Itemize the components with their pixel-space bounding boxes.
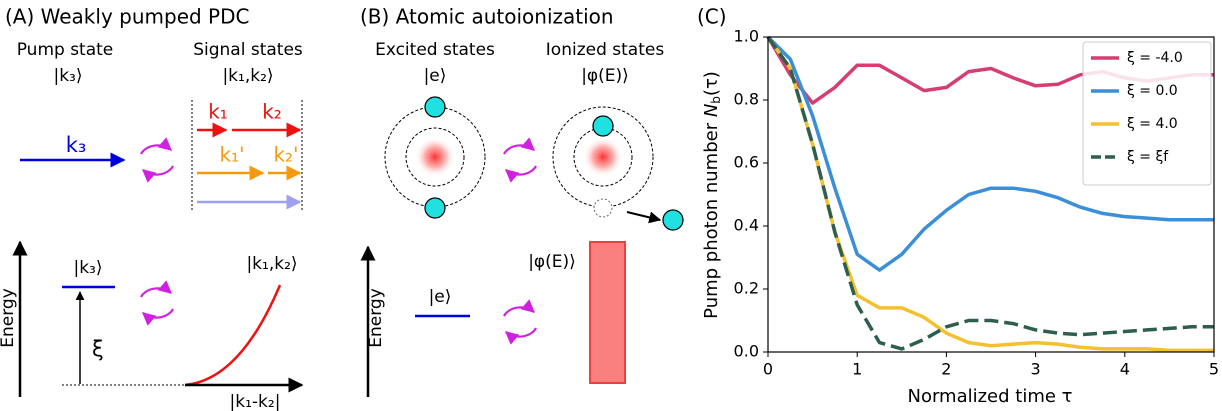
series-line [766, 35, 1214, 272]
coupling [504, 307, 536, 336]
legend-label: ξ = 4.0 [1127, 116, 1178, 132]
panel-title: (A) Weakly pumped PDC [5, 5, 249, 29]
legend-label: ξ = 0.0 [1127, 83, 1178, 99]
legend-box [1082, 41, 1212, 186]
y-tick-label: 0.6 [734, 153, 759, 172]
y-axis-label-text: Pump photon number [701, 122, 722, 319]
label: k₂' [273, 143, 298, 167]
electron [662, 209, 684, 231]
label: |k₁,k₂⟩ [222, 66, 273, 86]
axis-label: Energy [0, 288, 18, 348]
label: |φ(E)⟩ [581, 66, 629, 86]
panel-title: (B) Atomic autoionization [360, 5, 614, 29]
orbit [552, 106, 654, 208]
x-tick-label: 3 [1031, 360, 1041, 379]
electron [424, 96, 446, 118]
x-tick-label: 4 [1120, 360, 1130, 379]
label: |k₃⟩ [73, 258, 102, 278]
x-axis-label: Normalized time τ [907, 386, 1072, 407]
nucleus [583, 137, 623, 177]
y-axis-label-symbol: N [701, 104, 722, 117]
legend-label: ξ = ξf [1127, 149, 1169, 165]
hole [593, 198, 613, 218]
x-tick-label: 2 [941, 360, 951, 379]
y-tick-label: 0.0 [734, 342, 759, 361]
label: |k₁,k₂⟩ [246, 254, 297, 274]
x-tick-label: 1 [852, 360, 862, 379]
continuum [589, 241, 626, 384]
chart: (C) Normalized time τ Pump photon number… [697, 5, 1219, 408]
x-tick-label: 5 [1209, 360, 1219, 379]
x-tick-label: 0 [763, 360, 773, 379]
nucleus [415, 137, 455, 177]
label: ξ [92, 337, 104, 361]
label: Pump state [17, 40, 114, 60]
coupling [504, 145, 536, 174]
y-tick-label: 0.2 [734, 279, 759, 298]
coupling [141, 145, 173, 174]
label: k₁' [219, 143, 244, 167]
y-axis-label-argument: (τ) [701, 71, 722, 96]
label: |e⟩ [424, 66, 447, 86]
arrow [626, 211, 662, 224]
axis-label: Energy [366, 288, 386, 348]
panel-a: (A) Weakly pumped PDC Pump state |k₃⟩ Si… [0, 5, 304, 411]
y-axis-label: Pump photon number Nb(τ) [701, 71, 723, 319]
electron [424, 197, 446, 219]
label: |k₃⟩ [53, 66, 82, 86]
y-tick-label: 0.8 [734, 90, 759, 109]
orbit [405, 127, 465, 187]
label: Ionized states [546, 40, 665, 60]
series-line [766, 35, 1214, 351]
label: |φ(E)⟩ [528, 252, 576, 272]
label: k₁ [208, 100, 228, 124]
y-tick-label: 0.4 [734, 216, 759, 235]
label: k₃ [66, 133, 87, 157]
plot-frame [767, 36, 1215, 353]
label: k₂ [262, 100, 282, 124]
legend-label: ξ = -4.0 [1127, 50, 1183, 66]
electron [592, 115, 614, 137]
continuum [184, 284, 282, 387]
label: Signal states [193, 40, 303, 60]
coupling [141, 288, 173, 317]
axis-label: |k₁-k₂| [230, 392, 281, 411]
label: Excited states [375, 40, 495, 60]
y-axis-label-subscript: b [709, 96, 723, 104]
chart-title: (C) [697, 5, 727, 29]
label: |e⟩ [429, 287, 452, 307]
panel-b: (B) Atomic autoionization Excited states… [360, 5, 684, 397]
y-tick-label: 1.0 [734, 27, 759, 46]
